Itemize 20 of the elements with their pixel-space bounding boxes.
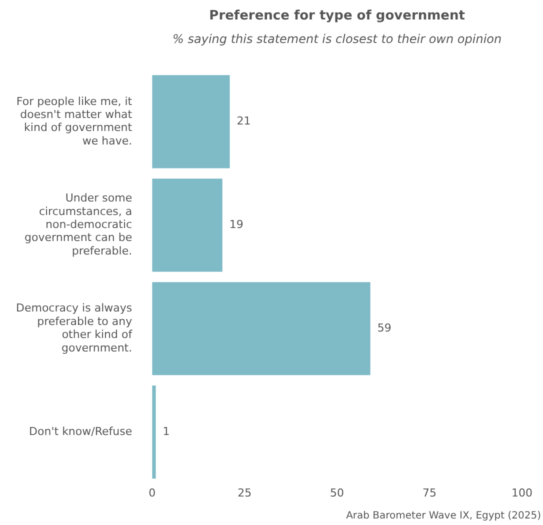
data-label: 59: [377, 321, 392, 334]
y-tick-label: Don't know/Refuse: [29, 424, 132, 438]
x-tick-label: 0: [148, 486, 156, 500]
y-tick-label: Democracy is always preferable to any other kind of government.: [16, 302, 134, 354]
bar: [152, 386, 156, 479]
chart-subtitle: % saying this statement is closest to their own opinion: [172, 32, 502, 46]
data-label: 1: [162, 424, 170, 438]
chart-title: Preference for type of government: [209, 8, 465, 24]
bar: [152, 178, 222, 272]
text: Arab Barometer Wave IX, Egypt (2025): [346, 510, 542, 522]
y-tick-label: For people like me, it doesn't matter what kind of government we have.: [16, 94, 133, 148]
data-label: 21: [236, 114, 251, 128]
bar: [152, 282, 370, 376]
x-tick-label: 50: [330, 486, 344, 500]
x-tick-label: 25: [238, 486, 252, 500]
bar: [152, 75, 230, 168]
data-label: 19: [229, 218, 244, 232]
x-tick-label: 100: [512, 486, 532, 500]
x-tick-label: 75: [422, 486, 437, 500]
y-tick-label: Under some circumstances, a non-democratic government can be preferable.: [24, 192, 132, 258]
